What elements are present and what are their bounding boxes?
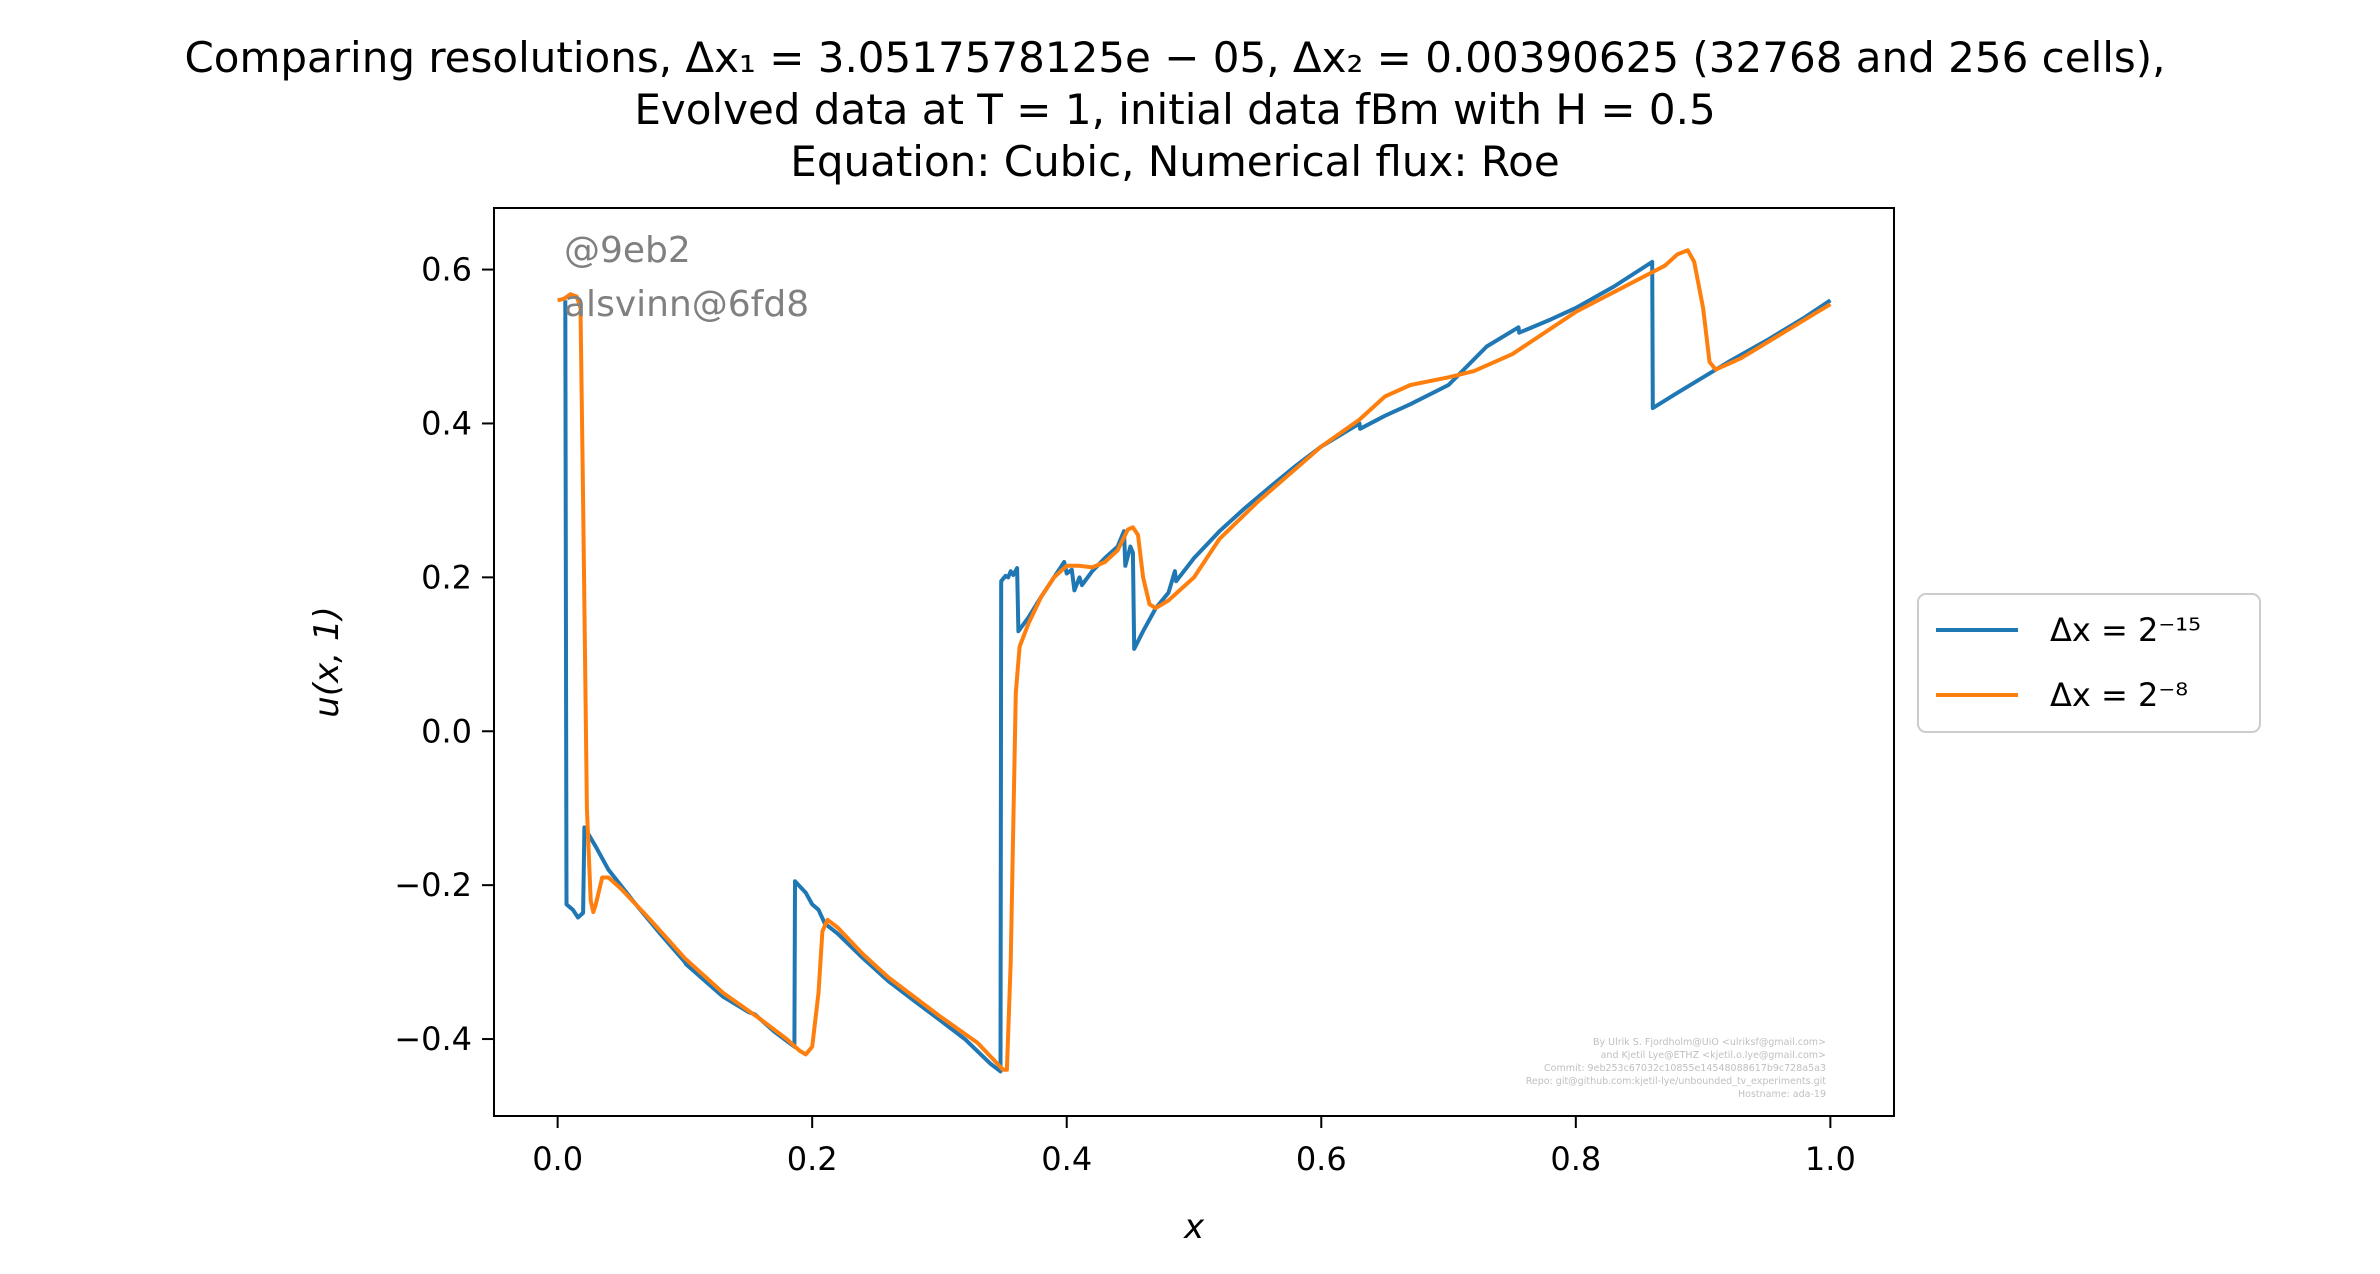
title-line-1: Comparing resolutions, Δx₁ = 3.051757812… [184, 33, 2165, 82]
watermark-commit: @9eb2 [564, 230, 691, 271]
y-tick-label: 0.0 [421, 712, 472, 750]
footer-line-5: Hostname: ada-19 [1738, 1089, 1826, 1100]
y-tick-label: 0.4 [421, 404, 472, 442]
chart-title: Comparing resolutions, Δx₁ = 3.051757812… [184, 33, 2165, 186]
footer-line-4: Repo: git@github.com:kjetil-lye/unbounde… [1526, 1076, 1827, 1087]
x-tick-label: 0.2 [787, 1140, 838, 1178]
y-tick-label: 0.6 [421, 251, 472, 289]
series-line-1 [557, 248, 1832, 1072]
footer-line-1: By Ulrik S. Fjordholm@UiO <ulriksf@gmail… [1593, 1037, 1826, 1048]
series-layer [557, 248, 1832, 1074]
x-tick-label: 1.0 [1805, 1140, 1856, 1178]
x-axis-label: x [1183, 1207, 1205, 1247]
y-axis-label: u(x, 1) [307, 606, 347, 717]
title-line-2: Evolved data at T = 1, initial data fBm … [634, 85, 1715, 134]
y-tick-label: 0.2 [421, 558, 472, 596]
y-tick-label: −0.2 [394, 866, 472, 904]
x-axis-ticks: 0.0 0.2 0.4 0.6 0.8 1.0 [532, 1116, 1856, 1178]
plot-area: 0.0 0.2 0.4 0.6 0.8 1.0 −0.4−0.20.00.20.40.6 … [394, 207, 1895, 1178]
axes-frame [493, 207, 1895, 1117]
legend: Δx = 2⁻¹⁵ Δx = 2⁻⁸ [1917, 593, 2261, 733]
y-tick-label: −0.4 [394, 1020, 472, 1058]
legend-label-fine: Δx = 2⁻¹⁵ [2050, 611, 2201, 649]
footer-line-2: and Kjetil Lye@ETHZ <kjetil.o.lye@gmail.… [1601, 1050, 1826, 1061]
x-tick-label: 0.6 [1296, 1140, 1347, 1178]
title-line-3: Equation: Cubic, Numerical flux: Roe [790, 137, 1559, 186]
x-tick-label: 0.0 [532, 1140, 583, 1178]
x-tick-label: 0.4 [1041, 1140, 1092, 1178]
y-axis-ticks: −0.4 −0.2 0.0 0.2 0.4 0.6 [394, 251, 494, 1058]
legend-label-coarse: Δx = 2⁻⁸ [2050, 676, 2188, 714]
x-tick-label: 0.8 [1550, 1140, 1601, 1178]
watermark-alsvinn: alsvinn@6fd8 [564, 284, 809, 325]
footer-note: By Ulrik S. Fjordholm@UiO <ulriksf@gmail… [1526, 1037, 1827, 1100]
footer-line-3: Commit: 9eb253c67032c10855e14548088617b9… [1544, 1063, 1826, 1074]
